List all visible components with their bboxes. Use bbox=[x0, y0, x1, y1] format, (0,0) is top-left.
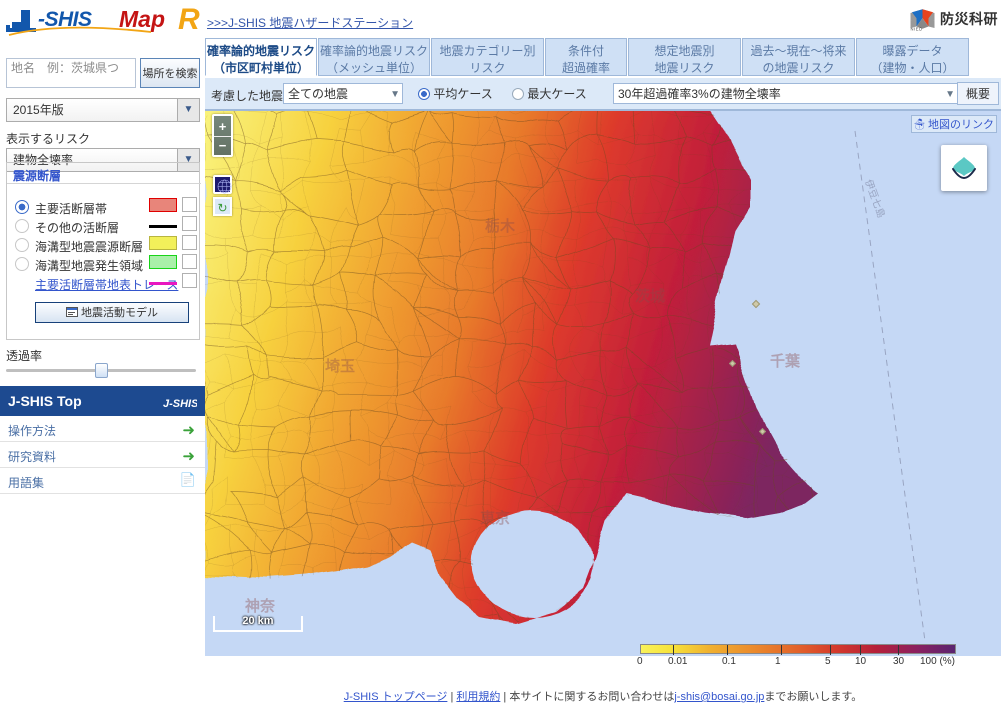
svg-text:Map: Map bbox=[119, 6, 165, 32]
svg-text:NIED: NIED bbox=[911, 26, 923, 31]
svg-text:R: R bbox=[178, 3, 200, 36]
svg-text:J-SHIS: J-SHIS bbox=[163, 398, 197, 410]
